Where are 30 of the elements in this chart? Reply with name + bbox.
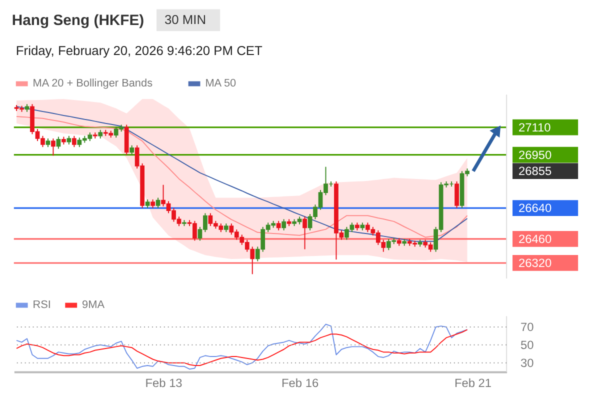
text: Friday, February 20, 2026 9:46:20 PM CET [16,42,263,58]
y-tick-label: 27110 [518,120,552,134]
candlestick [454,180,459,209]
legend-label: MA 20 + Bollinger Bands [32,78,154,90]
y-tick-label: 26460 [518,232,552,246]
x-tick-label: Feb 21 [454,376,492,390]
chart-title: Hang Seng (HKFE) [12,13,144,30]
y-tick-label: 26640 [518,201,552,216]
y-tick-label: 70 [520,320,534,334]
candlestick [72,135,76,148]
line-series [16,329,468,366]
candlestick [282,218,286,231]
line-series [16,324,468,370]
y-tick-label: 26320 [518,256,552,270]
x-tick-label: Feb 13 [145,376,183,390]
chart-subtitle: 30 MIN [164,12,206,28]
candlestick [276,220,281,231]
y-tick-label: 50 [520,338,534,352]
legend-label: MA 50 [205,78,236,90]
y-tick-label: 30 [520,356,534,370]
y-tick-label: 26950 [518,148,552,162]
legend-label: 9MA [82,299,106,312]
candlestick [302,216,307,250]
candlestick [156,197,160,209]
legend-label: RSI [32,299,51,312]
y-tick-label: 26855 [518,164,552,178]
candlestick [56,136,61,150]
x-tick-label: Feb 16 [282,376,319,390]
candlestick [51,138,56,156]
candlestick [130,144,134,156]
